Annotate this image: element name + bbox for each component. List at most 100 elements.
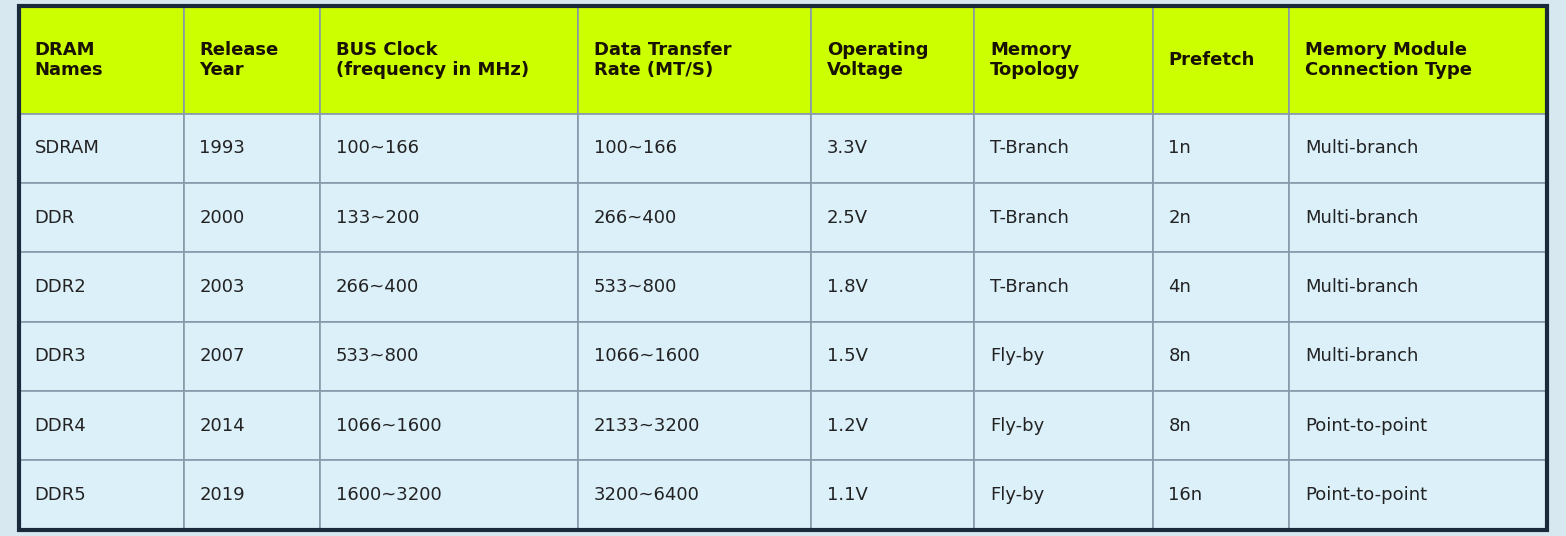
Text: 266~400: 266~400 xyxy=(335,278,420,296)
Text: Operating
Voltage: Operating Voltage xyxy=(827,41,929,79)
Bar xyxy=(974,252,1153,322)
Text: DDR: DDR xyxy=(34,209,75,227)
Bar xyxy=(19,391,183,460)
Bar xyxy=(974,322,1153,391)
Text: Fly-by: Fly-by xyxy=(990,347,1045,365)
Text: Multi-branch: Multi-branch xyxy=(1304,209,1419,227)
Bar xyxy=(811,252,974,322)
Bar xyxy=(319,460,578,530)
Bar xyxy=(1153,391,1289,460)
Bar xyxy=(811,322,974,391)
Text: Point-to-point: Point-to-point xyxy=(1304,486,1427,504)
Bar xyxy=(974,183,1153,252)
Text: 1n: 1n xyxy=(1168,139,1192,158)
Text: 2007: 2007 xyxy=(199,347,244,365)
Text: DDR2: DDR2 xyxy=(34,278,86,296)
Bar xyxy=(974,391,1153,460)
Bar xyxy=(183,322,319,391)
Text: Data Transfer
Rate (MT/S): Data Transfer Rate (MT/S) xyxy=(594,41,731,79)
Bar xyxy=(974,460,1153,530)
Text: DDR5: DDR5 xyxy=(34,486,86,504)
Text: 16n: 16n xyxy=(1168,486,1203,504)
Bar xyxy=(319,114,578,183)
Bar xyxy=(1153,460,1289,530)
Text: 3200~6400: 3200~6400 xyxy=(594,486,700,504)
Text: 8n: 8n xyxy=(1168,416,1192,435)
Text: 2003: 2003 xyxy=(199,278,244,296)
Bar xyxy=(811,391,974,460)
Text: 100~166: 100~166 xyxy=(594,139,677,158)
Bar xyxy=(578,114,811,183)
Bar xyxy=(183,391,319,460)
Bar xyxy=(578,322,811,391)
Text: DRAM
Names: DRAM Names xyxy=(34,41,103,79)
Text: Release
Year: Release Year xyxy=(199,41,279,79)
Bar xyxy=(1289,322,1547,391)
Bar xyxy=(19,6,183,114)
Text: 4n: 4n xyxy=(1168,278,1192,296)
Text: Point-to-point: Point-to-point xyxy=(1304,416,1427,435)
Text: 2014: 2014 xyxy=(199,416,244,435)
Text: 2.5V: 2.5V xyxy=(827,209,868,227)
Bar xyxy=(1153,114,1289,183)
Bar xyxy=(19,252,183,322)
Bar xyxy=(578,6,811,114)
Text: Memory Module
Connection Type: Memory Module Connection Type xyxy=(1304,41,1472,79)
Text: 2019: 2019 xyxy=(199,486,244,504)
Text: 2133~3200: 2133~3200 xyxy=(594,416,700,435)
Bar xyxy=(811,460,974,530)
Text: T-Branch: T-Branch xyxy=(990,209,1070,227)
Bar xyxy=(811,6,974,114)
Text: Fly-by: Fly-by xyxy=(990,486,1045,504)
Text: 1.8V: 1.8V xyxy=(827,278,868,296)
Bar xyxy=(183,183,319,252)
Bar xyxy=(1289,460,1547,530)
Text: BUS Clock
(frequency in MHz): BUS Clock (frequency in MHz) xyxy=(335,41,529,79)
Bar xyxy=(183,460,319,530)
Text: 8n: 8n xyxy=(1168,347,1192,365)
Text: T-Branch: T-Branch xyxy=(990,278,1070,296)
Text: 533~800: 533~800 xyxy=(335,347,420,365)
Bar xyxy=(319,391,578,460)
Text: 1600~3200: 1600~3200 xyxy=(335,486,442,504)
Bar xyxy=(1289,391,1547,460)
Text: 533~800: 533~800 xyxy=(594,278,677,296)
Text: DDR3: DDR3 xyxy=(34,347,86,365)
Bar xyxy=(578,252,811,322)
Bar xyxy=(1289,183,1547,252)
Text: Multi-branch: Multi-branch xyxy=(1304,278,1419,296)
Text: Memory
Topology: Memory Topology xyxy=(990,41,1081,79)
Bar xyxy=(578,460,811,530)
Bar xyxy=(19,183,183,252)
Text: 3.3V: 3.3V xyxy=(827,139,868,158)
Text: Fly-by: Fly-by xyxy=(990,416,1045,435)
Text: 2000: 2000 xyxy=(199,209,244,227)
Bar xyxy=(811,183,974,252)
Bar xyxy=(19,460,183,530)
Bar xyxy=(811,114,974,183)
Bar xyxy=(1153,6,1289,114)
Text: 2n: 2n xyxy=(1168,209,1192,227)
Bar xyxy=(319,252,578,322)
Bar xyxy=(1289,6,1547,114)
Bar xyxy=(578,183,811,252)
Bar xyxy=(19,322,183,391)
Text: SDRAM: SDRAM xyxy=(34,139,99,158)
Text: 1066~1600: 1066~1600 xyxy=(594,347,700,365)
Bar xyxy=(183,252,319,322)
Bar xyxy=(1153,322,1289,391)
Bar xyxy=(19,114,183,183)
Bar xyxy=(1153,183,1289,252)
Bar xyxy=(319,322,578,391)
Text: Multi-branch: Multi-branch xyxy=(1304,139,1419,158)
Text: 1066~1600: 1066~1600 xyxy=(335,416,442,435)
Bar xyxy=(578,391,811,460)
Text: 1.5V: 1.5V xyxy=(827,347,868,365)
Text: T-Branch: T-Branch xyxy=(990,139,1070,158)
Text: DDR4: DDR4 xyxy=(34,416,86,435)
Bar xyxy=(974,114,1153,183)
Text: Prefetch: Prefetch xyxy=(1168,51,1254,69)
Bar xyxy=(1153,252,1289,322)
Text: 266~400: 266~400 xyxy=(594,209,677,227)
Bar xyxy=(183,114,319,183)
